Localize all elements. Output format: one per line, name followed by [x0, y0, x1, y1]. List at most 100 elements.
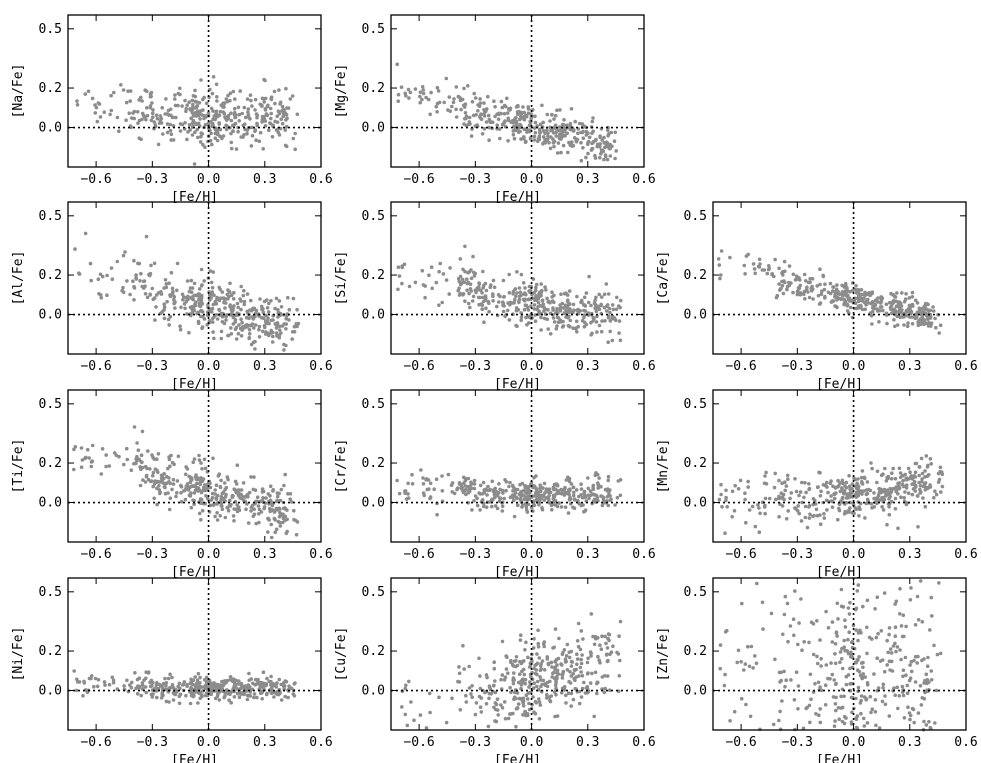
data-point	[186, 130, 190, 134]
data-point	[429, 265, 434, 270]
data-point	[916, 323, 921, 328]
data-point	[231, 322, 236, 326]
data-point	[484, 296, 488, 301]
data-point	[921, 484, 926, 489]
data-point	[743, 272, 747, 276]
data-point	[514, 323, 518, 328]
data-point	[285, 106, 289, 110]
data-point	[209, 131, 213, 136]
data-point	[723, 672, 727, 677]
data-point	[195, 678, 200, 682]
data-point	[242, 302, 247, 307]
data-point	[590, 141, 594, 146]
data-point	[211, 270, 215, 274]
data-point	[195, 293, 199, 298]
data-point	[816, 680, 821, 685]
data-point	[217, 683, 222, 687]
data-point	[181, 682, 186, 687]
data-point	[276, 130, 281, 135]
data-point	[719, 273, 723, 277]
data-point	[215, 511, 219, 515]
x-tick-label: 0.0	[520, 172, 543, 187]
data-point	[143, 480, 148, 484]
data-point	[163, 676, 167, 681]
data-point	[211, 456, 215, 461]
data-point	[848, 305, 853, 310]
data-point	[549, 694, 554, 698]
data-point	[224, 127, 229, 132]
x-axis-label: [Fe/H]	[171, 190, 218, 205]
data-point	[225, 475, 230, 479]
data-point	[167, 700, 171, 704]
data-point	[817, 713, 821, 717]
data-point	[93, 103, 97, 107]
data-point	[291, 692, 296, 696]
data-point	[269, 679, 273, 684]
data-point	[565, 123, 569, 128]
axes-frame	[67, 577, 322, 731]
data-point	[505, 96, 509, 101]
data-point	[862, 296, 866, 301]
data-point	[781, 291, 786, 296]
data-point	[165, 130, 170, 135]
data-point	[908, 470, 912, 475]
data-point	[462, 86, 466, 91]
data-point	[83, 231, 88, 236]
data-point	[420, 268, 425, 273]
data-point	[185, 137, 189, 142]
data-point	[213, 696, 218, 701]
data-point	[174, 494, 178, 499]
data-point	[138, 483, 143, 488]
data-point	[283, 143, 288, 148]
data-point	[870, 309, 875, 314]
data-point	[863, 300, 867, 305]
data-point	[105, 293, 109, 298]
data-point	[213, 488, 217, 492]
data-point	[260, 103, 264, 108]
data-point	[740, 601, 744, 606]
data-point	[258, 297, 262, 301]
data-point	[229, 140, 234, 145]
data-point	[531, 646, 536, 650]
data-point	[542, 481, 547, 486]
data-point	[565, 131, 569, 136]
data-point	[290, 337, 295, 341]
data-point	[839, 694, 843, 699]
data-point	[545, 680, 550, 685]
data-point	[889, 311, 894, 316]
data-point	[523, 648, 527, 652]
data-point	[261, 670, 266, 674]
data-point	[791, 617, 796, 621]
data-point	[818, 720, 823, 725]
data-point	[175, 288, 179, 293]
data-point	[466, 84, 470, 88]
data-point	[473, 96, 478, 100]
data-point	[918, 487, 922, 492]
data-point	[533, 297, 538, 302]
data-point	[564, 693, 568, 698]
axes-frame	[712, 389, 967, 543]
data-point	[869, 313, 874, 318]
y-axis-label: [Al/Fe]	[11, 251, 26, 306]
data-point	[929, 324, 933, 328]
data-point	[150, 695, 155, 699]
data-point	[502, 700, 507, 704]
data-point	[780, 481, 784, 486]
data-point	[458, 282, 463, 287]
data-point	[535, 679, 540, 684]
data-point	[250, 104, 254, 108]
data-point	[898, 612, 902, 616]
data-point	[284, 322, 289, 326]
data-point	[822, 516, 827, 520]
data-point	[802, 495, 806, 500]
data-point	[859, 475, 864, 480]
data-point	[818, 301, 823, 305]
data-point	[151, 297, 155, 302]
data-point	[569, 497, 573, 501]
data-point	[582, 680, 586, 685]
data-point	[183, 306, 187, 311]
data-point	[612, 139, 617, 143]
data-point	[484, 673, 489, 677]
data-point	[210, 142, 214, 147]
data-point	[808, 512, 812, 517]
